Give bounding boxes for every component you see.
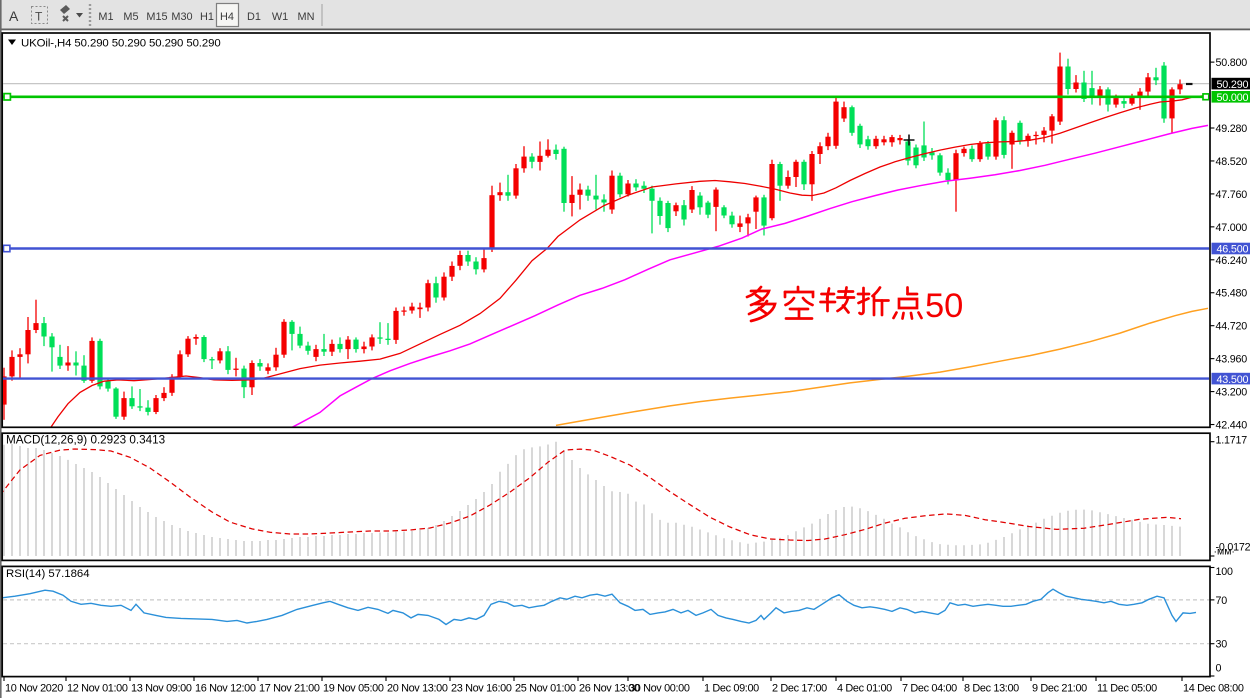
svg-text:D1: D1 (247, 11, 261, 23)
svg-text:10 Nov 2020: 10 Nov 2020 (5, 683, 63, 695)
svg-text:42.440: 42.440 (1216, 420, 1248, 432)
svg-text:13 Nov 09:00: 13 Nov 09:00 (131, 683, 192, 695)
svg-text:50.290: 50.290 (1217, 79, 1249, 91)
svg-text:48.520: 48.520 (1216, 156, 1248, 168)
svg-text:46.240: 46.240 (1216, 255, 1248, 267)
svg-text:9 Dec 21:00: 9 Dec 21:00 (1032, 683, 1087, 695)
svg-text:47.760: 47.760 (1216, 189, 1248, 201)
svg-text:49.280: 49.280 (1216, 123, 1248, 135)
svg-text:14 Dec 08:00: 14 Dec 08:00 (1183, 683, 1244, 695)
svg-text:H1: H1 (200, 11, 214, 23)
svg-text:M5: M5 (123, 11, 138, 23)
svg-text:100: 100 (1216, 566, 1233, 578)
svg-text:11 Dec 05:00: 11 Dec 05:00 (1097, 683, 1157, 695)
svg-text:30 Nov 00:00: 30 Nov 00:00 (629, 683, 690, 695)
svg-text:4 Dec 01:00: 4 Dec 01:00 (837, 683, 892, 695)
svg-text:7 Dec 04:00: 7 Dec 04:00 (902, 683, 957, 695)
svg-text:47.000: 47.000 (1216, 222, 1248, 234)
svg-text:50.800: 50.800 (1216, 57, 1248, 69)
svg-text:12 Nov 01:00: 12 Nov 01:00 (67, 683, 128, 695)
svg-text:46.500: 46.500 (1217, 244, 1249, 256)
svg-text:RSI(14) 57.1864: RSI(14) 57.1864 (6, 568, 90, 580)
svg-text:T: T (35, 10, 43, 24)
svg-text:50: 50 (925, 287, 963, 325)
svg-text:26 Nov 13:00: 26 Nov 13:00 (579, 683, 640, 695)
svg-text:H4: H4 (220, 11, 234, 23)
svg-text:70: 70 (1216, 595, 1228, 607)
svg-text:M15: M15 (146, 11, 167, 23)
svg-text:8 Dec 13:00: 8 Dec 13:00 (964, 683, 1019, 695)
svg-text:M30: M30 (171, 11, 192, 23)
svg-text:16 Nov 12:00: 16 Nov 12:00 (195, 683, 256, 695)
svg-text:A: A (9, 8, 19, 24)
svg-text:W1: W1 (272, 11, 288, 23)
svg-text:25 Nov 01:00: 25 Nov 01:00 (515, 683, 576, 695)
svg-text:·мм·: ·мм· (1214, 546, 1235, 558)
svg-text:20 Nov 13:00: 20 Nov 13:00 (387, 683, 448, 695)
svg-text:MACD(12,26,9) 0.2923 0.3413: MACD(12,26,9) 0.2923 0.3413 (6, 434, 165, 447)
svg-text:2 Dec 17:00: 2 Dec 17:00 (772, 683, 827, 695)
svg-text:UKOil-,H4 50.290 50.290 50.29: UKOil-,H4 50.290 50.290 50.290 50.290 (21, 38, 221, 50)
svg-text:43.500: 43.500 (1217, 374, 1249, 386)
svg-text:44.720: 44.720 (1216, 321, 1248, 333)
svg-text:M1: M1 (98, 11, 113, 23)
svg-text:MN: MN (298, 11, 315, 23)
svg-text:19 Nov 05:00: 19 Nov 05:00 (323, 683, 384, 695)
svg-text:43.200: 43.200 (1216, 387, 1248, 399)
svg-text:45.480: 45.480 (1216, 288, 1248, 300)
svg-text:30: 30 (1216, 639, 1228, 651)
svg-text:17 Nov 21:00: 17 Nov 21:00 (259, 683, 320, 695)
svg-text:0: 0 (1216, 663, 1222, 675)
svg-text:50.000: 50.000 (1217, 92, 1249, 104)
svg-text:-0.0172: -0.0172 (1216, 542, 1250, 554)
svg-text:1.1717: 1.1717 (1216, 435, 1248, 447)
svg-text:23 Nov 16:00: 23 Nov 16:00 (451, 683, 512, 695)
svg-text:43.960: 43.960 (1216, 354, 1248, 366)
svg-text:1 Dec 09:00: 1 Dec 09:00 (704, 683, 759, 695)
